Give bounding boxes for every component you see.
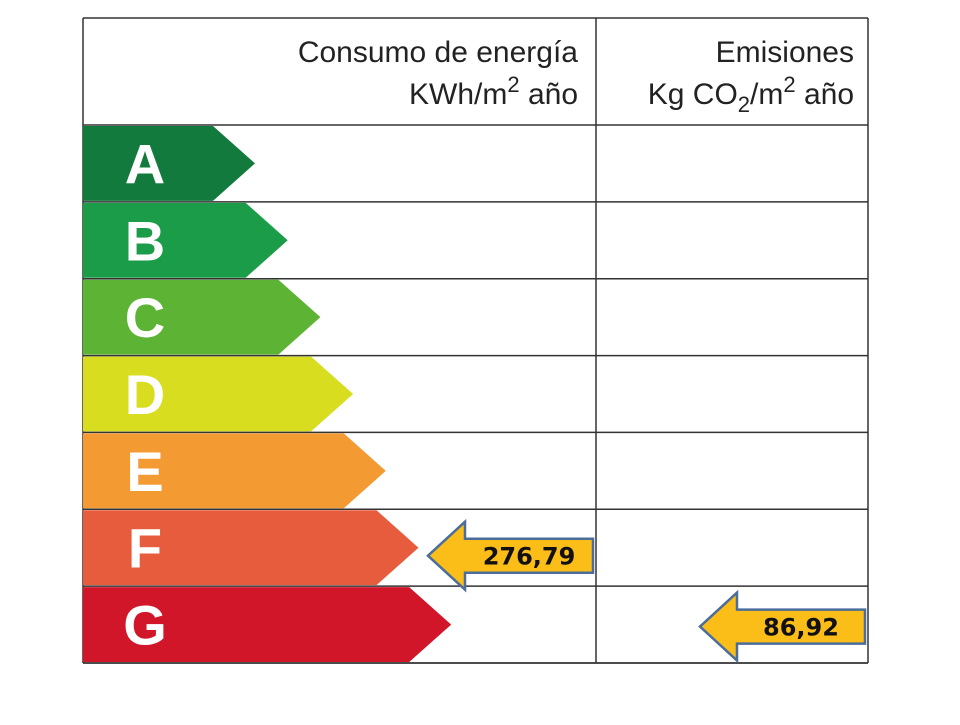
energy-unit: KWh/m2 año [409, 72, 578, 111]
indicator-arrow [426, 518, 595, 593]
rating-letter: B [125, 209, 165, 272]
rating-arrow [83, 510, 419, 586]
unit-sup: 2 [783, 72, 795, 97]
rating-letter: D [125, 363, 165, 426]
rating-arrow [83, 279, 321, 355]
indicator-value: 86,92 [763, 614, 839, 642]
rating-arrow [83, 202, 288, 278]
rating-arrow [83, 356, 354, 432]
unit-sub: 2 [738, 92, 750, 117]
emissions-unit: Kg CO2/m2 año [648, 72, 854, 117]
rating-letter: G [123, 594, 167, 657]
unit-text: año [796, 78, 854, 111]
indicator-value: 276,79 [483, 543, 576, 571]
rating-letter: E [126, 440, 163, 503]
indicator-arrow [698, 589, 867, 664]
unit-text: Kg CO [648, 78, 738, 111]
unit-text: /m [750, 78, 783, 111]
rating-arrow [83, 126, 255, 201]
unit-text: año [520, 78, 578, 111]
rating-letter: C [125, 286, 165, 349]
unit-sup: 2 [507, 72, 519, 97]
rating-arrow [83, 587, 452, 662]
rating-letter: A [125, 132, 165, 195]
emissions-title: Emisiones [716, 36, 854, 69]
energy-title: Consumo de energía [298, 36, 578, 69]
rating-arrow [83, 433, 386, 509]
unit-text: KWh/m [409, 78, 507, 111]
rating-letter: F [128, 517, 162, 580]
